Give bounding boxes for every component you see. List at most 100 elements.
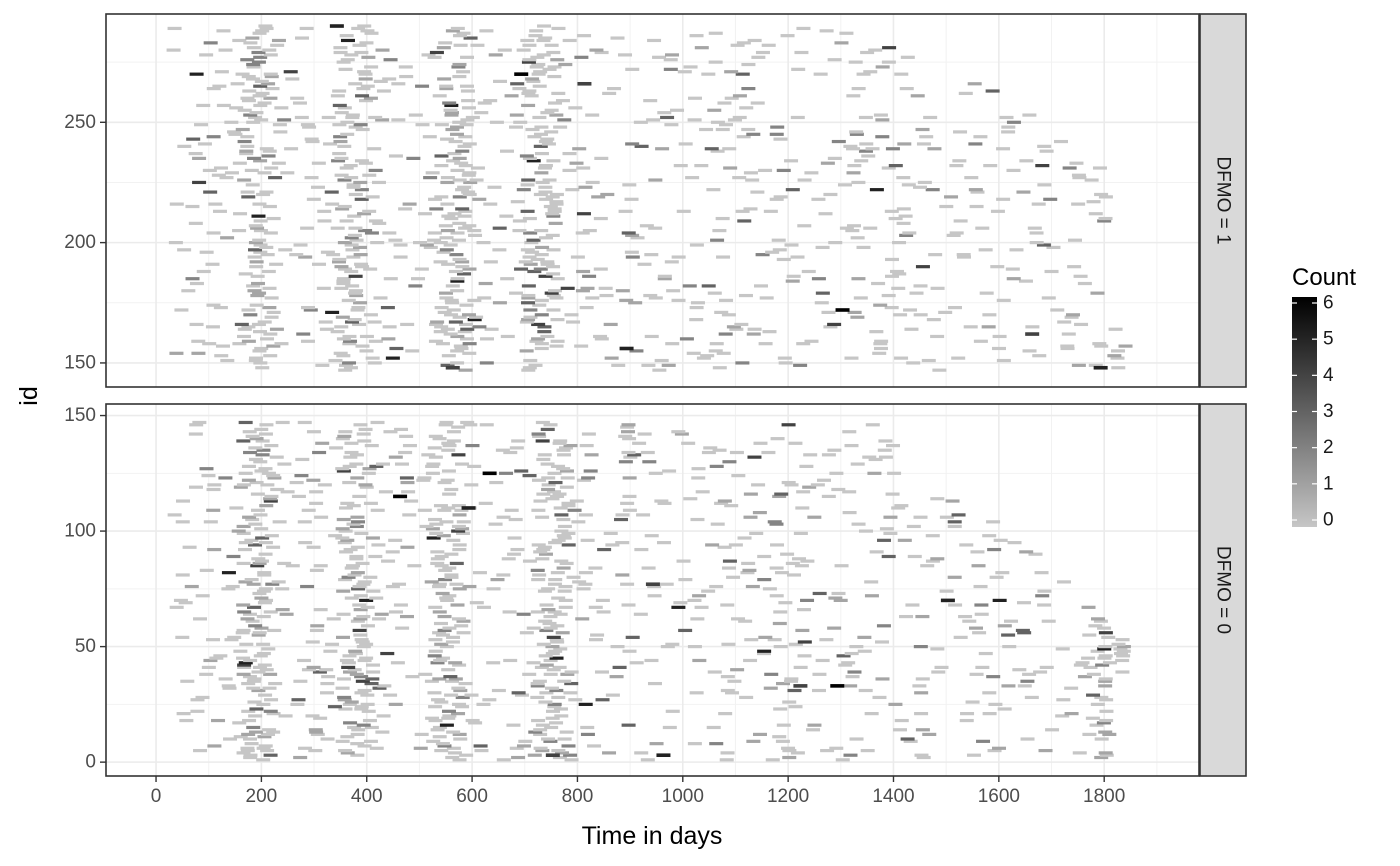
heatmap-tile xyxy=(519,631,534,635)
heatmap-tile-dark xyxy=(835,308,850,312)
heatmap-tile xyxy=(383,58,398,62)
heatmap-tile xyxy=(312,262,327,266)
heatmap-tile xyxy=(1090,649,1105,653)
heatmap-tile xyxy=(715,216,730,221)
heatmap-tile xyxy=(236,603,251,607)
heatmap-tile xyxy=(1081,656,1096,660)
heatmap-tile xyxy=(710,149,725,153)
heatmap-tile xyxy=(245,77,260,81)
heatmap-tile xyxy=(442,714,457,718)
heatmap-tile xyxy=(317,209,332,213)
heatmap-tile xyxy=(432,437,447,441)
heatmap-tile xyxy=(739,106,754,110)
heatmap-tile xyxy=(973,584,988,589)
heatmap-tile xyxy=(347,573,362,577)
heatmap-tile xyxy=(354,188,369,192)
heatmap-tile xyxy=(338,578,353,582)
heatmap-tile xyxy=(804,339,819,343)
heatmap-tile xyxy=(925,559,940,563)
heatmap-tile xyxy=(546,293,561,298)
heatmap-tile xyxy=(418,212,433,216)
heatmap-tile xyxy=(208,202,223,206)
heatmap-tile xyxy=(500,149,515,153)
heatmap-tile xyxy=(951,356,966,360)
heatmap-tile xyxy=(739,695,754,700)
heatmap-tile xyxy=(348,125,363,129)
heatmap-tile xyxy=(201,474,216,478)
heatmap-tile xyxy=(241,325,256,329)
heatmap-tile xyxy=(576,269,591,274)
heatmap-tile xyxy=(788,642,803,646)
heatmap-tile xyxy=(532,434,547,438)
heatmap-tile xyxy=(195,695,210,700)
heatmap-tile xyxy=(753,284,768,288)
heatmap-tile xyxy=(893,313,908,317)
heatmap-tile xyxy=(979,291,994,295)
heatmap-tile xyxy=(278,714,293,718)
heatmap-tile xyxy=(263,497,278,501)
heatmap-tile xyxy=(437,628,452,633)
heatmap-tile xyxy=(438,224,453,228)
heatmap-tile xyxy=(234,322,249,327)
heatmap-tile xyxy=(660,645,675,649)
heatmap-tile xyxy=(240,190,255,194)
heatmap-tile xyxy=(539,691,554,695)
heatmap-tile xyxy=(513,120,528,124)
heatmap-tile xyxy=(843,684,858,688)
heatmap-tile xyxy=(557,737,572,741)
heatmap-tile xyxy=(722,460,737,464)
heatmap-tile xyxy=(869,550,884,554)
heatmap-tile xyxy=(452,62,467,67)
heatmap-tile xyxy=(365,677,380,681)
heatmap-tile xyxy=(353,301,368,305)
heatmap-tile xyxy=(391,118,406,122)
heatmap-tile xyxy=(559,485,574,489)
heatmap-tile xyxy=(362,718,377,723)
heatmap-tile xyxy=(415,123,430,127)
heatmap-tile xyxy=(1016,190,1031,194)
heatmap-tile xyxy=(189,281,204,286)
heatmap-tile xyxy=(534,342,549,346)
heatmap-tile xyxy=(1044,269,1059,274)
heatmap-tile xyxy=(206,508,221,512)
heatmap-tile xyxy=(353,608,368,612)
heatmap-tile xyxy=(266,310,281,314)
heatmap-tile xyxy=(602,751,617,755)
heatmap-tile xyxy=(687,118,702,122)
heatmap-tile xyxy=(569,161,584,165)
heatmap-tile xyxy=(815,245,830,250)
heatmap-tile xyxy=(263,753,278,757)
heatmap-tile xyxy=(717,101,732,105)
heatmap-tile xyxy=(544,130,559,134)
heatmap-tile xyxy=(432,94,447,98)
heatmap-tile xyxy=(167,26,182,31)
heatmap-tile xyxy=(429,50,444,55)
heatmap-tile xyxy=(364,231,379,235)
heatmap-tile xyxy=(337,541,352,545)
heatmap-tile xyxy=(545,645,560,649)
heatmap-tile xyxy=(361,471,376,475)
heatmap-tile xyxy=(462,267,477,271)
heatmap-tile xyxy=(238,272,253,276)
heatmap-tile xyxy=(241,732,256,737)
heatmap-tile xyxy=(973,339,988,343)
heatmap-tile xyxy=(334,111,349,115)
heatmap-tile xyxy=(350,571,365,575)
heatmap-tile xyxy=(167,513,182,517)
heatmap-tile xyxy=(533,732,548,737)
heatmap-tile xyxy=(207,744,222,748)
heatmap-tile xyxy=(665,709,680,713)
heatmap-tile xyxy=(759,296,774,300)
heatmap-tile xyxy=(785,561,800,566)
heatmap-tile xyxy=(531,432,546,436)
heatmap-tile xyxy=(253,84,268,88)
heatmap-tile xyxy=(694,605,709,609)
heatmap-tile xyxy=(213,305,228,310)
heatmap-tile xyxy=(769,132,784,136)
heatmap-tile xyxy=(820,161,835,165)
heatmap-tile xyxy=(267,628,282,633)
heatmap-tile xyxy=(827,626,842,630)
heatmap-tile xyxy=(992,334,1007,339)
heatmap-tile xyxy=(720,688,735,693)
heatmap-tile xyxy=(786,274,801,278)
